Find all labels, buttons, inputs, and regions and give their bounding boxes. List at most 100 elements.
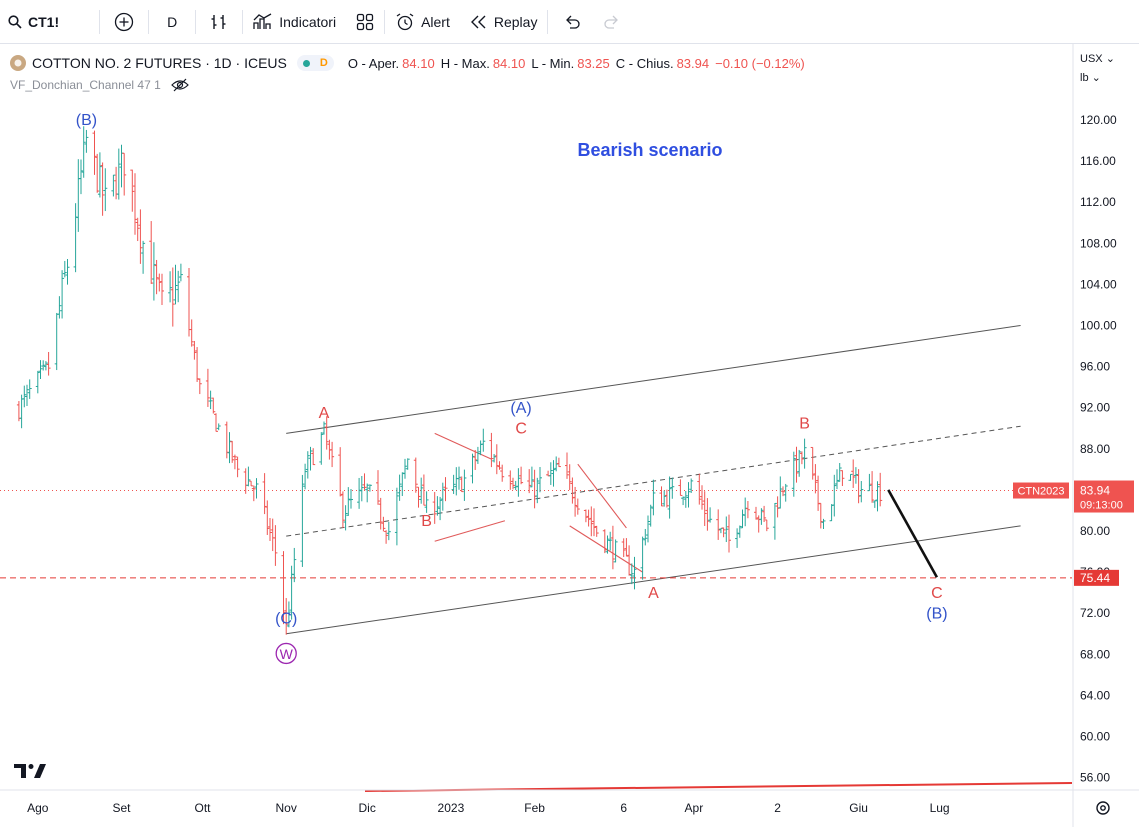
ohlc-bar <box>281 551 286 625</box>
ohlc-bar <box>46 351 51 376</box>
ohlc-bar <box>362 473 367 490</box>
undo-icon <box>564 15 581 29</box>
ohlc-bar <box>173 264 178 305</box>
ohlc-bar <box>324 416 329 450</box>
currency-selector[interactable]: USX ⌄ <box>1080 52 1115 65</box>
ohlc-bar <box>743 497 748 527</box>
ohlc-bar <box>378 497 383 530</box>
price-tick-label: 96.00 <box>1080 360 1110 374</box>
ohlc-bar <box>459 476 464 493</box>
interval-label: D <box>167 13 178 30</box>
price-tick-label: 112.00 <box>1080 195 1116 209</box>
ohlc-bar <box>394 487 399 546</box>
ohlc-bar <box>646 515 650 543</box>
price-chart[interactable]: (B) (C) W A B (A) C A B C (B) Bearish scenario 120… <box>0 44 1139 827</box>
ohlc-bar <box>443 477 448 502</box>
ohlc-bar <box>516 468 521 497</box>
tradingview-logo-icon <box>14 764 46 778</box>
ohlc-bar <box>667 476 672 519</box>
ohlc-bar <box>848 473 853 481</box>
ohlc-bar <box>251 485 256 502</box>
wave-label-circle <box>275 642 297 665</box>
price-tick-label: 68.00 <box>1080 647 1110 661</box>
settings-gear-icon[interactable] <box>1096 801 1110 815</box>
ohlc-bar <box>697 473 702 505</box>
ohlc-bar <box>762 505 767 523</box>
time-tick-label: 6 <box>620 801 627 815</box>
ohlc-bar <box>424 491 429 513</box>
ohlc-bar <box>454 467 459 496</box>
chart-type-button[interactable] <box>196 0 242 44</box>
falling-wedge-top-line <box>577 463 627 529</box>
market-status-badge[interactable]: D <box>296 55 334 71</box>
rewind-icon <box>470 15 488 29</box>
ohlc-bar <box>62 260 67 278</box>
ohlc-bar <box>705 498 710 531</box>
drawing-lines <box>0 432 1073 792</box>
price-tick-label: 80.00 <box>1080 524 1110 538</box>
ohlc-bar <box>759 508 764 525</box>
wave-label: A <box>648 585 659 602</box>
hidden-eye-icon[interactable] <box>170 78 189 92</box>
ohlc-bar <box>764 519 769 532</box>
ohlc-bar <box>160 273 164 306</box>
ohlc-bar <box>384 530 389 544</box>
replay-button[interactable]: Replay <box>460 0 548 44</box>
ohlc-bar <box>492 454 497 463</box>
high-label: H - Max. <box>440 55 490 71</box>
toolbar-divider <box>99 9 101 34</box>
symbol-search[interactable]: CT1! <box>0 0 69 44</box>
ohlc-bar <box>38 360 43 379</box>
wave-label: (C) <box>275 610 297 627</box>
interval-button[interactable]: D <box>149 0 195 44</box>
gear-ring <box>1096 801 1110 815</box>
ohlc-bar <box>265 500 270 535</box>
ohlc-bar <box>573 486 578 517</box>
toolbar-divider <box>148 9 150 34</box>
ohlc-bar <box>438 496 443 521</box>
ohlc-bar <box>421 474 426 506</box>
alert-button[interactable]: Alert <box>385 0 460 44</box>
ohlc-bar <box>35 370 40 394</box>
last-price-label: 83.94 <box>1080 484 1110 498</box>
price-tick-label: 116.00 <box>1080 154 1116 168</box>
time-tick-label: Lug <box>930 801 950 815</box>
series-title[interactable]: COTTON NO. 2 FUTURES · 1D · ICEUS <box>32 55 287 71</box>
ohlc-bar <box>778 476 783 509</box>
compare-button[interactable] <box>100 0 148 44</box>
ohlc-bar <box>632 556 637 590</box>
close-label: C - Chius. <box>615 55 674 71</box>
ohlc-bar <box>462 469 467 501</box>
indicator-legend[interactable]: VF_Donchian_Channel 47 1 <box>10 78 189 92</box>
indicators-button[interactable]: Indicatori <box>243 0 346 44</box>
toolbar-divider <box>242 9 244 34</box>
time-tick-label: Apr <box>685 801 704 815</box>
price-tick-label: 120.00 <box>1080 113 1117 127</box>
ohlc-bar <box>346 487 351 516</box>
ohlc-bar <box>365 483 370 503</box>
ohlc-bar <box>243 468 248 494</box>
ohlc-bar <box>627 545 632 576</box>
layouts-button[interactable] <box>346 0 384 44</box>
search-icon <box>8 14 22 29</box>
ohlc-bar <box>268 518 272 541</box>
price-tick-label: 60.00 <box>1080 730 1110 744</box>
ohlc-bar <box>613 539 618 563</box>
redo-button[interactable] <box>596 0 628 44</box>
toolbar-divider <box>384 9 386 34</box>
axes <box>0 44 1139 827</box>
undo-button[interactable] <box>548 0 596 44</box>
wave-label: C <box>515 420 527 437</box>
grid-icon <box>356 13 374 31</box>
ohlc-bar <box>648 504 653 527</box>
unit-selector[interactable]: lb ⌄ <box>1080 71 1101 84</box>
ohlc-bar <box>232 454 237 470</box>
time-tick-label: Ott <box>194 801 211 815</box>
ohlc-bar <box>816 475 821 511</box>
alarm-clock-icon <box>395 12 415 32</box>
ohlc-bar <box>756 515 761 533</box>
ohlc-bar <box>783 483 788 502</box>
logo-part <box>34 764 46 778</box>
ohlc-bar <box>416 486 421 508</box>
ohlc-bar <box>405 458 410 470</box>
